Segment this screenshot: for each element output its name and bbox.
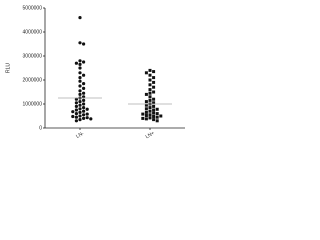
data-point — [152, 104, 156, 108]
x-tick-label: LN- — [75, 131, 85, 140]
data-point — [148, 68, 152, 72]
data-point — [78, 84, 82, 88]
y-tick-label: 3000000 — [23, 53, 43, 59]
data-point — [82, 109, 86, 113]
data-point — [148, 88, 152, 92]
data-point — [82, 113, 86, 117]
y-tick-label: 5000000 — [23, 5, 43, 11]
data-point — [152, 114, 156, 118]
data-point — [74, 119, 78, 123]
data-point — [148, 106, 152, 110]
data-point — [152, 70, 156, 74]
data-point — [82, 106, 86, 110]
x-tick-label: LN+ — [145, 130, 156, 140]
data-point — [152, 111, 156, 115]
data-point — [82, 60, 86, 64]
data-point — [152, 80, 156, 84]
data-point — [148, 116, 152, 120]
data-point — [148, 109, 152, 113]
data-point — [144, 110, 148, 114]
data-point — [148, 83, 152, 87]
y-tick-label: 1000000 — [23, 101, 43, 107]
data-point — [144, 71, 148, 75]
data-point — [148, 98, 152, 102]
data-point — [82, 86, 86, 90]
data-point — [82, 102, 86, 106]
data-point — [78, 71, 82, 75]
data-point — [144, 114, 148, 118]
data-point — [78, 66, 82, 70]
data-point — [74, 112, 78, 116]
data-point — [85, 116, 89, 120]
data-point — [144, 100, 148, 104]
data-point — [78, 100, 82, 104]
data-point — [74, 108, 78, 112]
data-point — [82, 98, 86, 102]
data-point — [78, 62, 82, 66]
data-point — [78, 92, 82, 96]
data-point — [78, 89, 82, 93]
data-point — [144, 92, 148, 96]
data-point — [74, 101, 78, 105]
data-point — [152, 108, 156, 112]
data-point — [155, 115, 159, 119]
data-point — [141, 116, 145, 120]
data-point — [155, 119, 159, 123]
data-point — [78, 107, 82, 111]
data-point — [82, 116, 86, 120]
data-point — [148, 73, 152, 77]
data-point — [78, 79, 82, 83]
data-point — [78, 16, 82, 20]
y-tick-label: 0 — [39, 125, 42, 131]
data-point — [152, 76, 156, 80]
data-point — [148, 91, 152, 95]
data-point — [155, 112, 159, 116]
data-point — [78, 110, 82, 114]
data-point — [148, 113, 152, 117]
data-point — [144, 103, 148, 107]
data-point — [148, 78, 152, 82]
data-point — [155, 107, 159, 111]
data-point — [152, 101, 156, 105]
data-point — [78, 41, 82, 45]
data-point — [85, 107, 89, 111]
data-point — [71, 110, 75, 114]
chart: RLU 0 1000000 2000000 3000000 4000000 5000000… — [5, 5, 185, 140]
y-tick-label: 2000000 — [23, 77, 43, 83]
data-point — [82, 91, 86, 95]
data-point — [74, 104, 78, 108]
data-point — [74, 115, 78, 119]
data-point — [78, 76, 82, 80]
data-point — [152, 97, 156, 101]
data-point — [89, 117, 93, 121]
data-point — [78, 118, 82, 122]
data-point — [78, 114, 82, 118]
y-tick-label: 4000000 — [23, 29, 43, 35]
data-point — [144, 107, 148, 111]
data-point — [152, 85, 156, 89]
data-point — [78, 103, 82, 107]
data-point — [82, 82, 86, 86]
data-point — [148, 95, 152, 99]
data-point — [74, 61, 78, 65]
data-point — [82, 73, 86, 77]
data-point — [141, 112, 145, 116]
data-point — [152, 90, 156, 94]
y-axis-label: RLU — [5, 63, 11, 73]
data-point — [78, 59, 82, 63]
data-point — [159, 114, 163, 118]
data-point — [85, 112, 89, 116]
data-point — [152, 118, 156, 122]
data-point — [144, 117, 148, 121]
data-point — [82, 42, 86, 46]
data-point — [71, 114, 75, 119]
